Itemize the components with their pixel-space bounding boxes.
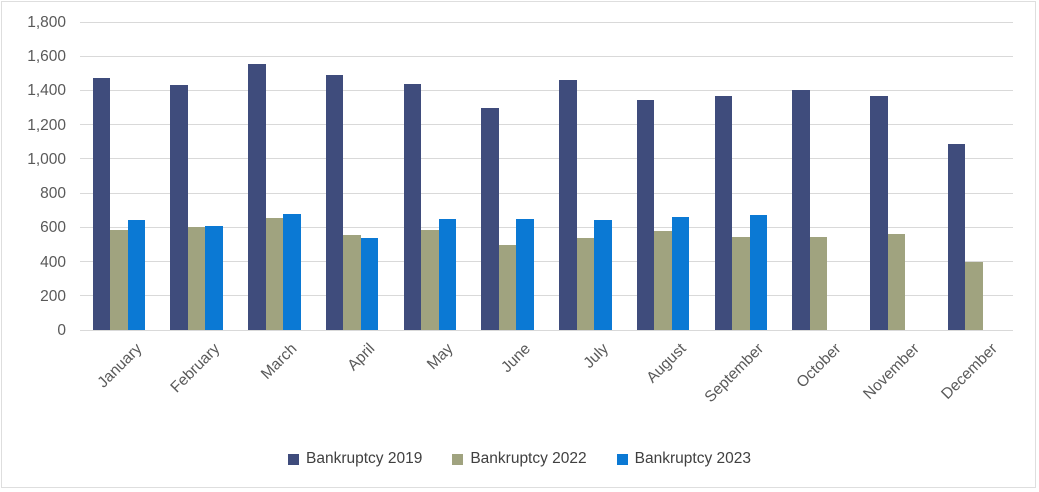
- gridline: [80, 261, 1013, 263]
- bar-june-bankruptcy-2023: [516, 218, 534, 330]
- y-axis-tick-label: 0: [57, 322, 66, 339]
- y-axis-tick-label: 800: [40, 185, 66, 203]
- bar-march-bankruptcy-2019: [248, 63, 266, 330]
- bar-july-bankruptcy-2019: [559, 80, 577, 330]
- bar-july-bankruptcy-2022: [576, 237, 595, 330]
- y-axis-tick-label: 1,800: [27, 14, 66, 31]
- bar-september-bankruptcy-2022: [732, 236, 750, 330]
- gridline: [80, 226, 1013, 228]
- bar-february-bankruptcy-2019: [170, 85, 188, 330]
- bar-april-bankruptcy-2019: [325, 75, 344, 330]
- bar-april-bankruptcy-2023: [360, 237, 379, 330]
- bar-may-bankruptcy-2022: [421, 229, 439, 330]
- bar-december-bankruptcy-2022: [965, 261, 983, 330]
- gridline: [80, 89, 1013, 91]
- bar-may-bankruptcy-2019: [403, 83, 422, 330]
- legend-label: Bankruptcy 2019: [306, 450, 423, 468]
- y-axis-tick-label: 1,600: [27, 48, 66, 66]
- bar-october-bankruptcy-2022: [809, 236, 828, 330]
- legend-label: Bankruptcy 2023: [634, 450, 751, 468]
- legend-item-bankruptcy-2023: Bankruptcy 2023: [616, 450, 751, 468]
- bar-march-bankruptcy-2022: [265, 217, 284, 330]
- bar-august-bankruptcy-2022: [654, 230, 672, 330]
- bar-june-bankruptcy-2022: [498, 245, 517, 330]
- gridline: [80, 158, 1013, 160]
- gridline: [80, 329, 1013, 331]
- legend-label: Bankruptcy 2022: [470, 450, 587, 468]
- bar-december-bankruptcy-2019: [947, 144, 966, 330]
- y-axis-tick-label: 600: [40, 219, 66, 237]
- bar-may-bankruptcy-2023: [438, 218, 457, 330]
- legend-item-bankruptcy-2022: Bankruptcy 2022: [452, 450, 587, 468]
- bar-november-bankruptcy-2019: [870, 96, 888, 330]
- legend-swatch-icon: [616, 453, 628, 465]
- bar-january-bankruptcy-2023: [127, 220, 146, 330]
- legend-swatch-icon: [452, 453, 464, 465]
- gridline: [80, 124, 1013, 126]
- legend-item-bankruptcy-2019: Bankruptcy 2019: [288, 451, 422, 467]
- bar-february-bankruptcy-2023: [205, 225, 223, 330]
- bar-june-bankruptcy-2019: [481, 107, 499, 330]
- bar-october-bankruptcy-2019: [792, 89, 810, 330]
- bar-july-bankruptcy-2023: [594, 220, 612, 330]
- y-axis-tick-label: 400: [40, 253, 66, 271]
- bar-april-bankruptcy-2022: [343, 235, 361, 330]
- y-axis-tick-label: 1,200: [27, 116, 66, 134]
- gridline: [80, 21, 1013, 23]
- bar-september-bankruptcy-2019: [714, 95, 733, 330]
- gridline: [80, 55, 1013, 57]
- gridline: [80, 192, 1013, 194]
- gridline: [80, 295, 1013, 297]
- bar-february-bankruptcy-2022: [187, 227, 206, 330]
- bar-august-bankruptcy-2019: [636, 99, 655, 330]
- bar-january-bankruptcy-2022: [110, 229, 128, 330]
- bar-january-bankruptcy-2019: [92, 77, 111, 330]
- bar-august-bankruptcy-2023: [671, 217, 690, 330]
- chart-legend: Bankruptcy 2019 Bankruptcy 2022 Bankruptcy…: [0, 446, 1039, 472]
- bar-november-bankruptcy-2022: [887, 234, 906, 330]
- y-axis-tick-label: 1,000: [27, 150, 66, 168]
- y-axis-tick-label: 200: [40, 287, 66, 305]
- legend-swatch-icon: [288, 453, 299, 465]
- bar-march-bankruptcy-2023: [283, 213, 301, 330]
- y-axis-tick-label: 1,400: [27, 82, 66, 100]
- bar-september-bankruptcy-2023: [749, 215, 768, 330]
